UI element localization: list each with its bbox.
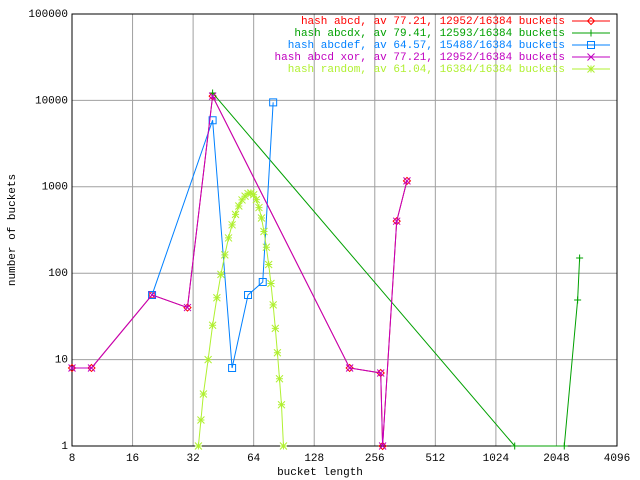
x-tick-label: 32 — [187, 453, 200, 465]
legend-marker — [587, 65, 595, 73]
y-tick-label: 100000 — [28, 9, 68, 21]
series-line — [72, 94, 408, 447]
data-point — [68, 364, 76, 372]
data-point — [264, 260, 273, 269]
data-point — [148, 290, 157, 299]
data-point — [183, 303, 192, 312]
data-point — [199, 390, 208, 398]
legend-label: hash abcd, av 77.21, 12952/16384 buckets — [301, 16, 565, 28]
data-point — [376, 369, 385, 377]
x-tick-label: 64 — [247, 453, 261, 465]
data-point — [244, 290, 253, 299]
data-point — [234, 202, 243, 210]
y-tick-label: 100 — [48, 268, 68, 280]
data-point — [392, 217, 401, 226]
data-point — [273, 348, 282, 357]
data-point — [148, 291, 156, 299]
data-point — [269, 301, 278, 309]
data-point — [249, 190, 258, 199]
legend-marker — [586, 16, 596, 26]
data-point — [228, 363, 237, 372]
data-point — [262, 243, 271, 252]
x-tick-label: 8 — [69, 453, 76, 465]
x-tick-label: 128 — [304, 453, 324, 465]
data-point — [220, 251, 229, 259]
x-tick-label: 1024 — [483, 453, 510, 465]
data-point — [231, 210, 240, 219]
legend-label: hash abcdx, av 79.41, 12593/16384 bucket… — [294, 28, 565, 40]
x-tick-label: 256 — [365, 453, 385, 465]
data-point — [67, 363, 77, 373]
data-point — [260, 227, 268, 236]
data-point — [277, 400, 286, 409]
legend-label: hash abcd xor, av 77.21, 12952/16384 buc… — [275, 52, 565, 64]
data-point — [247, 189, 255, 197]
data-point — [269, 98, 278, 107]
data-point — [258, 278, 267, 287]
data-point — [378, 441, 387, 451]
y-axis-label: number of buckets — [7, 174, 19, 286]
data-point — [403, 177, 411, 185]
data-point — [87, 364, 96, 372]
plot-frame — [71, 13, 618, 447]
y-tick-label: 1000 — [42, 182, 68, 194]
data-point — [255, 203, 263, 212]
legend-label: hash abcdef, av 64.57, 15488/16384 bucke… — [288, 40, 565, 52]
y-tick-label: 10 — [55, 355, 68, 367]
data-point — [345, 363, 354, 373]
data-point — [560, 442, 568, 450]
data-point — [244, 189, 252, 198]
data-point — [87, 363, 96, 373]
data-point — [252, 195, 261, 204]
data-point — [267, 279, 275, 288]
data-point — [271, 324, 280, 333]
data-point — [194, 442, 203, 450]
data-point — [378, 442, 387, 450]
data-point — [224, 234, 233, 242]
data-point — [208, 321, 217, 330]
legend-marker — [587, 41, 595, 49]
data-point — [197, 416, 205, 424]
y-tick-label: 10000 — [35, 95, 68, 107]
x-tick-label: 2048 — [543, 453, 569, 465]
data-point — [279, 442, 288, 450]
data-point — [228, 220, 236, 229]
legend-marker — [587, 53, 595, 61]
data-point — [208, 92, 217, 101]
legend-label: hash random, av 61.04, 16384/16384 bucke… — [288, 64, 565, 76]
x-axis-label: bucket length — [277, 467, 363, 479]
legend-marker — [587, 29, 595, 37]
x-tick-label: 512 — [425, 453, 445, 465]
series-line — [151, 102, 274, 369]
data-point — [275, 374, 284, 383]
data-point — [213, 293, 221, 302]
data-point — [238, 196, 246, 204]
x-tick-label: 16 — [126, 453, 139, 465]
y-tick-label: 1 — [61, 441, 68, 453]
data-point — [576, 254, 584, 262]
data-point — [204, 355, 212, 364]
data-point — [574, 296, 582, 304]
data-point — [257, 214, 266, 222]
data-point — [402, 176, 412, 186]
data-point — [217, 270, 225, 279]
data-point — [511, 442, 519, 450]
data-point — [345, 364, 354, 372]
x-tick-label: 4096 — [604, 453, 630, 465]
